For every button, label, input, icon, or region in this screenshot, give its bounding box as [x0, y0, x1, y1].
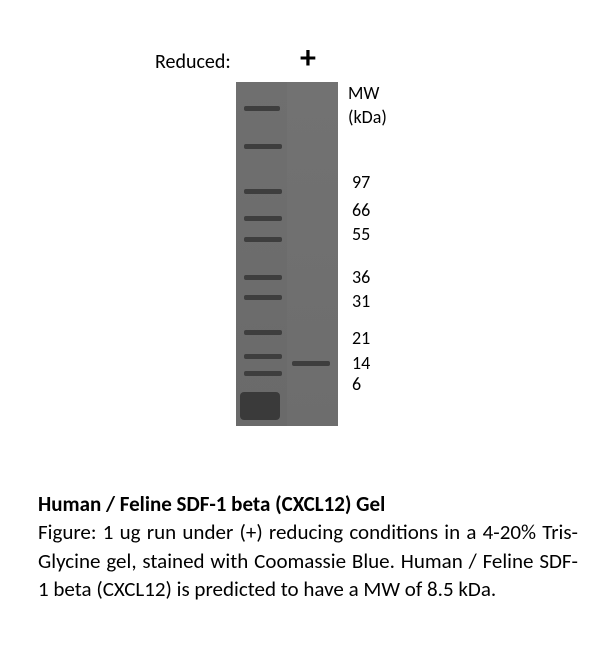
mw-tick-label: 14 — [352, 352, 370, 374]
plus-symbol: + — [300, 38, 316, 77]
mw-title-line2: (kDa) — [348, 106, 387, 128]
mw-tick-label: 21 — [352, 327, 370, 349]
ladder-band — [244, 275, 282, 280]
ladder-band — [244, 295, 282, 300]
ladder-band — [244, 144, 282, 149]
figure-container: Reduced: + MW (kDa) Human / Feline SDF-1… — [0, 0, 613, 671]
ladder-band — [244, 106, 280, 111]
sample-band — [292, 361, 330, 366]
caption-body: Figure: 1 ug run under (+) reducing cond… — [38, 518, 578, 603]
mw-tick-label: 55 — [352, 223, 370, 245]
mw-tick-label: 36 — [352, 266, 370, 288]
ladder-band — [244, 371, 282, 376]
gel-image — [236, 82, 338, 426]
ladder-band — [244, 330, 282, 335]
ladder-band — [244, 237, 282, 242]
sample-lane — [287, 82, 338, 426]
mw-title-line1: MW — [348, 82, 379, 104]
caption-block: Human / Feline SDF-1 beta (CXCL12) Gel F… — [38, 490, 578, 603]
mw-tick-label: 31 — [352, 290, 370, 312]
ladder-band — [244, 189, 282, 194]
mw-tick-label: 97 — [352, 171, 370, 193]
ladder-band — [244, 216, 282, 221]
dye-front — [240, 392, 280, 420]
caption-title: Human / Feline SDF-1 beta (CXCL12) Gel — [38, 490, 578, 518]
mw-tick-label: 6 — [352, 373, 361, 395]
reduced-label: Reduced: — [155, 50, 231, 74]
mw-tick-label: 66 — [352, 199, 370, 221]
ladder-band — [244, 354, 282, 359]
